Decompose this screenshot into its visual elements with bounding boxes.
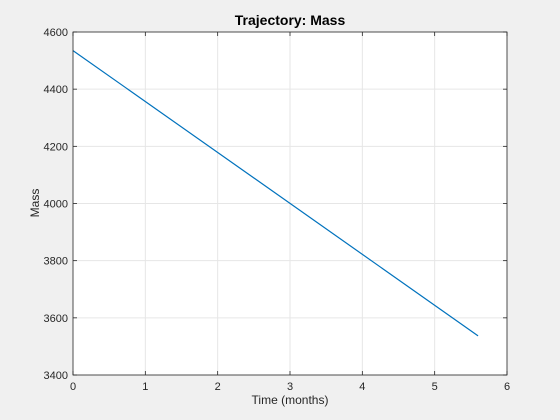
y-axis-label: Mass	[28, 189, 42, 218]
y-tick-label: 4600	[44, 27, 68, 39]
x-axis-label: Time (months)	[252, 393, 329, 407]
x-tick-label: 4	[359, 381, 365, 393]
chart-title: Trajectory: Mass	[235, 12, 346, 28]
y-tick-label: 4000	[44, 199, 68, 211]
x-axis-ticks: 0 1 2 3 4 5 6	[70, 32, 510, 393]
x-tick-label: 3	[287, 381, 293, 393]
y-tick-label: 4400	[44, 84, 68, 96]
x-tick-label: 5	[432, 381, 438, 393]
series-line	[72, 50, 479, 337]
x-tick-label: 2	[215, 381, 221, 393]
y-tick-label: 4200	[44, 141, 68, 153]
x-tick-label: 6	[504, 381, 510, 393]
y-axis-ticks: 3400 3600 3800 4000 4200 4400 4600	[44, 27, 507, 382]
x-tick-label: 1	[142, 381, 148, 393]
y-tick-label: 3800	[44, 256, 68, 268]
x-tick-label: 0	[70, 381, 76, 393]
y-tick-label: 3400	[44, 370, 68, 382]
y-tick-label: 3600	[44, 313, 68, 325]
series-layer	[72, 50, 479, 337]
